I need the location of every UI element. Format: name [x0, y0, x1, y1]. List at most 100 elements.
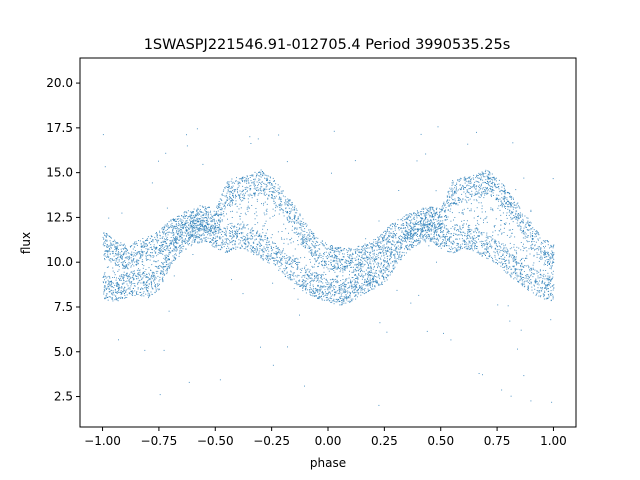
data-point: [384, 270, 386, 272]
data-point: [207, 228, 209, 230]
data-point: [115, 248, 117, 250]
data-point: [191, 225, 193, 227]
data-point: [430, 233, 432, 235]
data-point: [429, 240, 431, 242]
data-point: [319, 248, 321, 250]
data-point: [343, 282, 345, 284]
data-point: [197, 213, 199, 215]
data-point: [237, 229, 239, 231]
data-point: [231, 232, 233, 233]
data-point: [514, 261, 516, 263]
data-point: [378, 404, 380, 406]
data-point: [183, 245, 185, 247]
data-point: [349, 270, 350, 272]
data-point: [321, 299, 323, 301]
data-point: [194, 229, 196, 231]
data-point: [432, 214, 433, 216]
data-point: [388, 263, 390, 265]
data-point: [350, 249, 352, 251]
data-point: [524, 260, 525, 262]
data-point: [387, 240, 389, 242]
data-point: [508, 203, 510, 205]
data-point: [259, 242, 261, 244]
data-point: [218, 229, 220, 230]
data-point: [146, 276, 148, 278]
data-point: [484, 189, 486, 190]
data-point: [502, 203, 504, 205]
data-point: [219, 228, 221, 229]
data-point: [154, 284, 156, 286]
data-point: [204, 230, 206, 232]
data-point: [407, 236, 409, 238]
data-point: [335, 248, 337, 250]
data-point: [365, 257, 367, 259]
data-point: [370, 275, 372, 277]
data-point: [392, 240, 394, 242]
data-point: [325, 274, 327, 275]
data-point: [310, 281, 311, 283]
data-point: [368, 254, 370, 256]
data-point: [190, 233, 192, 235]
data-point: [108, 289, 110, 290]
data-point: [467, 231, 469, 233]
data-point: [506, 197, 508, 199]
data-point: [184, 224, 186, 226]
data-point: [440, 243, 441, 245]
data-point: [416, 210, 418, 212]
data-point: [525, 265, 527, 267]
data-point: [521, 213, 523, 215]
data-point: [513, 202, 515, 204]
data-point: [289, 211, 291, 213]
data-point: [123, 288, 125, 290]
data-point: [258, 182, 260, 183]
data-point: [118, 297, 120, 299]
data-point: [394, 235, 396, 237]
data-point: [546, 255, 548, 257]
data-point: [247, 210, 249, 212]
data-point: [370, 258, 372, 260]
data-point: [504, 224, 506, 225]
data-point: [511, 254, 513, 256]
data-point: [540, 252, 542, 254]
data-point: [549, 275, 551, 277]
data-point: [222, 242, 224, 244]
data-point: [193, 208, 195, 210]
data-point: [375, 256, 376, 258]
data-point: [183, 217, 185, 219]
data-point: [410, 213, 412, 215]
data-point: [308, 229, 310, 231]
data-point: [120, 291, 122, 293]
data-point: [239, 215, 241, 217]
data-point: [446, 233, 447, 235]
data-point: [480, 178, 481, 180]
data-point: [390, 262, 392, 264]
data-point: [229, 191, 230, 193]
data-point: [121, 258, 123, 260]
data-point: [116, 249, 118, 251]
data-point: [145, 245, 147, 247]
data-point: [201, 223, 203, 225]
data-point: [297, 298, 299, 300]
data-point: [165, 241, 166, 242]
data-point: [384, 280, 386, 282]
data-point: [231, 186, 233, 188]
data-point: [400, 242, 402, 244]
data-point: [474, 230, 476, 232]
data-point: [348, 277, 350, 279]
data-point: [436, 242, 438, 244]
data-point: [174, 259, 176, 261]
data-point: [516, 246, 518, 248]
data-point: [471, 244, 473, 246]
data-point: [292, 209, 294, 211]
data-point: [255, 176, 257, 178]
data-point: [341, 263, 342, 265]
data-point: [280, 208, 282, 210]
data-point: [169, 245, 171, 246]
data-point: [250, 245, 252, 247]
data-point: [167, 258, 169, 260]
data-point: [516, 276, 518, 278]
data-point: [170, 247, 171, 249]
data-point: [356, 266, 358, 268]
data-point: [230, 232, 231, 234]
data-point: [257, 194, 259, 196]
